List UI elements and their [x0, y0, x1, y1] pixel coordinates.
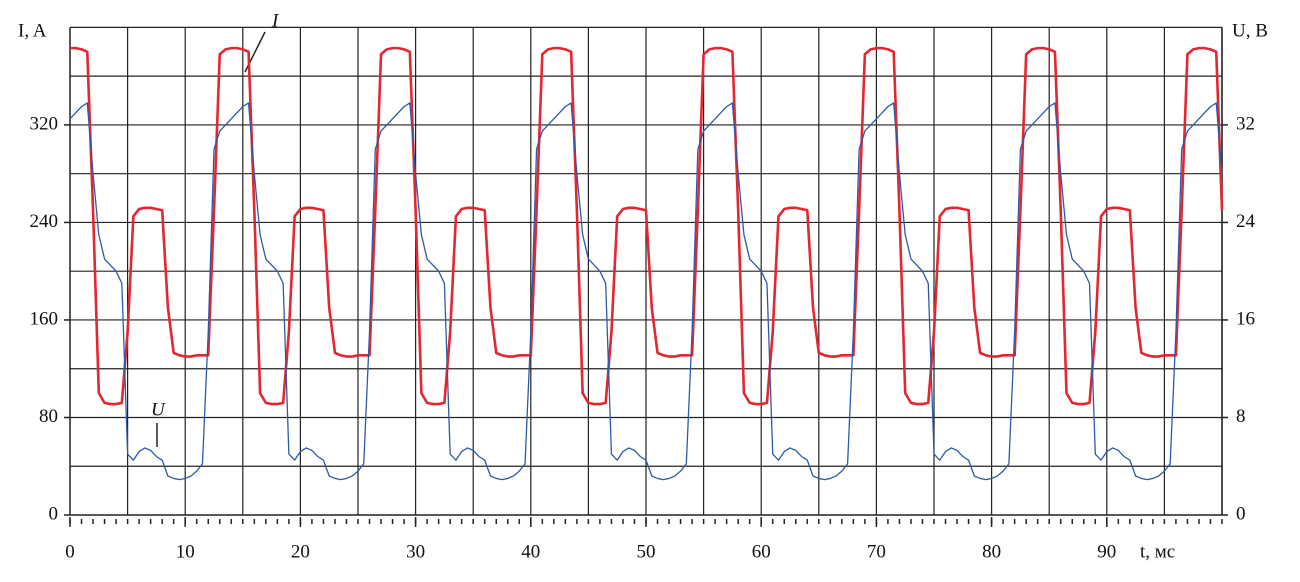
y2-tick-label: 8 — [1236, 406, 1246, 427]
x-tick-label: 70 — [867, 541, 886, 562]
x-tick-label: 60 — [752, 541, 771, 562]
series-line — [70, 46, 1224, 406]
series-line — [69, 102, 1223, 481]
x-tick-label: 80 — [982, 541, 1001, 562]
y2-tick-label: 0 — [1236, 503, 1246, 524]
y-tick-label: 160 — [30, 308, 59, 329]
x-tick-label: 30 — [406, 541, 425, 562]
x-tick-label: 40 — [521, 541, 540, 562]
y-tick-label: 320 — [30, 113, 59, 134]
series-label: U — [151, 399, 166, 420]
y-tick-label: 80 — [39, 406, 58, 427]
y-tick-label: 0 — [49, 503, 59, 524]
x-axis-label: t, мс — [1140, 541, 1175, 562]
y-axis-label: I, A — [18, 20, 47, 41]
y2-tick-label: 32 — [1236, 113, 1255, 134]
x-tick-label: 0 — [65, 541, 75, 562]
x-tick-label: 50 — [637, 541, 656, 562]
y2-tick-label: 16 — [1236, 308, 1255, 329]
y-tick-label: 240 — [30, 211, 59, 232]
series-label: I — [271, 10, 280, 31]
y2-axis-label: U, B — [1232, 20, 1268, 41]
y2-tick-label: 24 — [1236, 211, 1256, 232]
x-tick-label: 90 — [1097, 541, 1116, 562]
x-tick-label: 20 — [291, 541, 310, 562]
x-tick-label: 10 — [176, 541, 195, 562]
